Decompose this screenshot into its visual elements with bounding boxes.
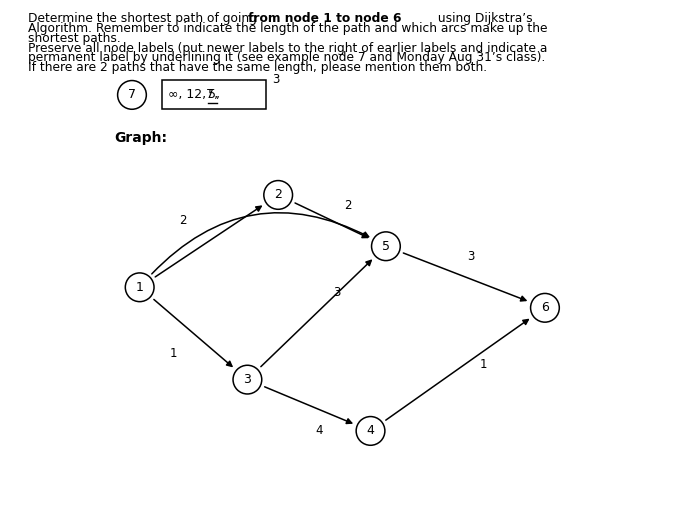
Text: 2: 2 — [274, 188, 282, 202]
Text: 3: 3 — [467, 250, 474, 263]
Text: 3: 3 — [333, 286, 341, 299]
FancyBboxPatch shape — [162, 80, 267, 109]
Text: shortest paths.: shortest paths. — [28, 32, 120, 45]
Circle shape — [356, 417, 385, 445]
Text: permanent label by underlining it (see example node 7 and Monday Aug 31’s class): permanent label by underlining it (see e… — [28, 51, 545, 64]
Text: Determine the shortest path of going: Determine the shortest path of going — [28, 12, 260, 25]
Text: 5,: 5, — [208, 88, 220, 101]
Circle shape — [372, 232, 400, 261]
Text: 4: 4 — [367, 424, 374, 438]
Text: 1: 1 — [136, 281, 144, 294]
Text: using Dijkstra’s: using Dijkstra’s — [434, 12, 533, 25]
Text: Preserve all node labels (put newer labels to the right of earlier labels and in: Preserve all node labels (put newer labe… — [28, 42, 547, 54]
Text: 3: 3 — [244, 373, 251, 386]
FancyArrowPatch shape — [152, 213, 369, 274]
Text: 1: 1 — [480, 358, 487, 371]
Circle shape — [264, 181, 293, 209]
Text: ∞, 12,7,: ∞, 12,7, — [168, 88, 222, 101]
Circle shape — [531, 293, 559, 322]
Text: 5: 5 — [382, 240, 390, 253]
Circle shape — [118, 81, 146, 109]
Text: 3: 3 — [272, 73, 279, 86]
Circle shape — [125, 273, 154, 302]
Text: 6: 6 — [541, 301, 549, 314]
Text: from node 1 to node 6: from node 1 to node 6 — [248, 12, 402, 25]
Text: 2: 2 — [179, 214, 187, 227]
Text: 7: 7 — [128, 88, 136, 102]
Text: 4: 4 — [316, 424, 323, 438]
Circle shape — [233, 365, 262, 394]
Text: Graph:: Graph: — [114, 131, 167, 145]
Text: Algorithm. Remember to indicate the length of the path and which arcs make up th: Algorithm. Remember to indicate the leng… — [28, 22, 547, 35]
Text: 1: 1 — [169, 347, 177, 361]
Text: 2: 2 — [344, 199, 351, 212]
Text: If there are 2 paths that have the same length, please mention them both.: If there are 2 paths that have the same … — [28, 61, 487, 74]
